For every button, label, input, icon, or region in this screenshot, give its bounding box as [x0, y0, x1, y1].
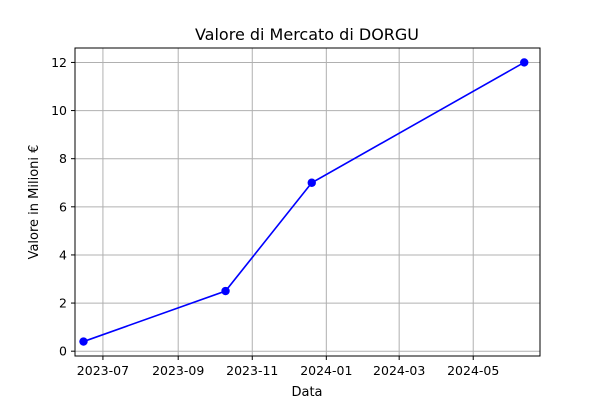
y-tick-label: 0: [59, 344, 67, 359]
y-tick-label: 12: [51, 55, 67, 70]
x-tick-label: 2024-03: [373, 363, 425, 378]
y-tick-label: 6: [59, 199, 67, 214]
data-point: [221, 286, 230, 296]
y-tick-label: 8: [59, 151, 67, 166]
data-point: [520, 58, 529, 67]
chart-title: Valore di Mercato di DORGU: [195, 25, 419, 44]
y-tick-label: 4: [59, 247, 67, 262]
x-tick-label: 2023-11: [226, 363, 278, 378]
data-point: [79, 337, 88, 346]
grid: [75, 48, 540, 356]
x-tick-label: 2024-05: [447, 363, 499, 378]
y-tick-label: 2: [59, 296, 67, 311]
x-tick-label: 2024-01: [300, 363, 352, 378]
x-axis-label: Data: [291, 385, 322, 400]
series: [79, 58, 529, 346]
data-point: [307, 178, 316, 187]
plot-frame: [74, 47, 541, 357]
x-tick-label: 2023-09: [152, 363, 204, 378]
x-tick-label: 2023-07: [77, 363, 129, 378]
y-tick-label: 10: [51, 103, 67, 118]
series-line: [83, 61, 525, 343]
y-axis-label: Valore in Milioni €: [27, 145, 42, 260]
ticks: 2023-07 2023-09 2023-11 2024-01 2024-03 2024-…: [51, 55, 499, 378]
